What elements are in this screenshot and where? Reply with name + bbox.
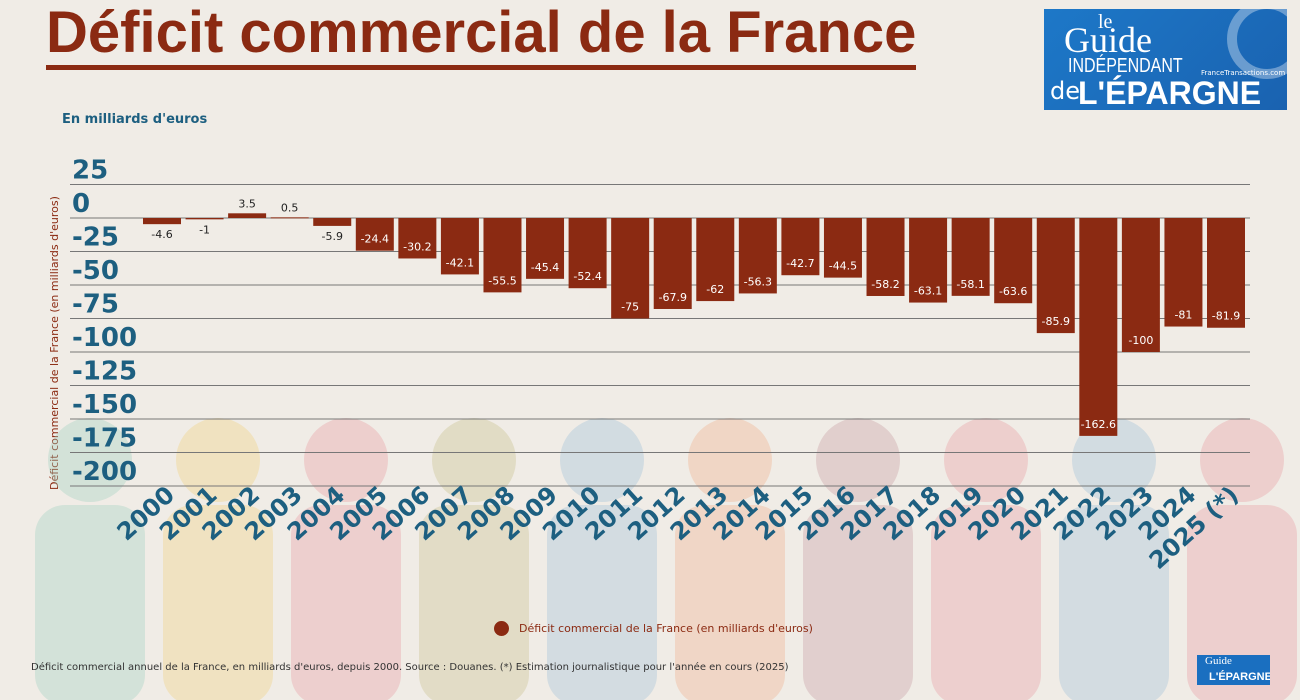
data-label: -81.9 — [1212, 310, 1240, 323]
bar — [483, 218, 522, 293]
logo-text: INDÉPENDANT — [1068, 55, 1183, 77]
background-figure — [419, 418, 529, 700]
data-label: -75 — [621, 301, 639, 314]
data-label: -44.5 — [829, 260, 857, 273]
data-label: -42.7 — [786, 257, 814, 270]
y-tick-label: -75 — [72, 290, 119, 320]
data-label: 3.5 — [238, 197, 256, 210]
data-label: -63.1 — [914, 285, 942, 298]
bar — [909, 218, 948, 303]
bar — [951, 218, 990, 296]
bar — [823, 218, 862, 278]
bar — [696, 218, 735, 302]
data-label: -42.1 — [446, 256, 474, 269]
background-figure — [1187, 418, 1297, 700]
y-tick-label: -125 — [72, 357, 137, 387]
bar — [355, 218, 394, 251]
data-label: -56.3 — [744, 275, 772, 288]
footer-note: Déficit commercial annuel de la France, … — [31, 662, 789, 673]
data-label: 0.5 — [281, 201, 299, 214]
background-figure — [35, 418, 145, 700]
bar — [611, 218, 650, 319]
y-tick-label: -175 — [72, 424, 137, 454]
data-label: -5.9 — [322, 230, 343, 243]
data-label: -30.2 — [403, 240, 431, 253]
background-figure — [547, 418, 657, 700]
background-figure — [931, 418, 1041, 700]
data-label: -85.9 — [1042, 315, 1070, 328]
page-title: Déficit commercial de la France — [46, 2, 917, 70]
logo-text: le — [1098, 11, 1113, 33]
bar — [866, 218, 905, 296]
background-figure — [163, 418, 273, 700]
data-label: -24.4 — [361, 233, 389, 246]
bar — [313, 218, 352, 226]
data-label: -63.6 — [999, 285, 1027, 298]
data-label: -100 — [1128, 334, 1153, 347]
data-label: -52.4 — [573, 270, 601, 283]
bar — [1121, 218, 1160, 352]
data-label: -45.4 — [531, 261, 559, 274]
data-label: -58.1 — [956, 278, 984, 291]
unit-label: En milliards d'euros — [62, 112, 208, 127]
legend: Déficit commercial de la France (en mill… — [494, 621, 813, 636]
bar — [440, 218, 479, 275]
bar — [1207, 218, 1245, 328]
data-label: -162.6 — [1081, 418, 1116, 431]
legend-label: Déficit commercial de la France (en mill… — [519, 622, 813, 635]
bar — [526, 218, 565, 279]
bar — [1079, 218, 1118, 436]
bar — [738, 218, 777, 294]
bar — [568, 218, 607, 289]
y-tick-label: 0 — [72, 189, 90, 219]
bar — [1164, 218, 1203, 327]
background-figure — [675, 418, 785, 700]
bar — [398, 218, 437, 259]
bar — [1036, 218, 1075, 334]
bar — [228, 213, 267, 218]
logo-text: FranceTransactions.com — [1201, 69, 1286, 77]
bar — [781, 218, 820, 276]
bar — [185, 218, 224, 220]
logo-text: de — [1050, 77, 1080, 105]
data-label: -1 — [199, 223, 210, 236]
y-tick-label: -50 — [72, 256, 119, 286]
data-label: -58.2 — [871, 278, 899, 291]
data-label: -4.6 — [151, 228, 172, 241]
y-tick-label: 25 — [72, 156, 108, 186]
background-figure — [291, 418, 401, 700]
logo-text: Guide — [1064, 20, 1152, 60]
bar — [653, 218, 692, 309]
bar — [994, 218, 1033, 304]
data-label: -55.5 — [488, 274, 516, 287]
bar — [270, 217, 309, 219]
data-label: -67.9 — [658, 291, 686, 304]
logo-text: L'ÉPARGNE — [1078, 75, 1262, 110]
logo-text: L'ÉPARGNE — [1209, 671, 1270, 683]
legend-marker — [494, 621, 509, 636]
y-tick-label: -100 — [72, 323, 137, 353]
y-tick-label: -25 — [72, 223, 119, 253]
logo: le Guide INDÉPENDANT FranceTransactions.… — [1044, 9, 1287, 110]
logo-text: Guide — [1205, 655, 1232, 667]
background-figure — [803, 418, 913, 700]
background-figure — [1059, 418, 1169, 700]
logo-small: Guide L'ÉPARGNE — [1197, 655, 1270, 685]
y-tick-label: -200 — [72, 457, 137, 487]
data-label: -62 — [706, 283, 724, 296]
data-label: -81 — [1174, 309, 1192, 322]
y-tick-label: -150 — [72, 390, 137, 420]
bar — [143, 218, 181, 225]
